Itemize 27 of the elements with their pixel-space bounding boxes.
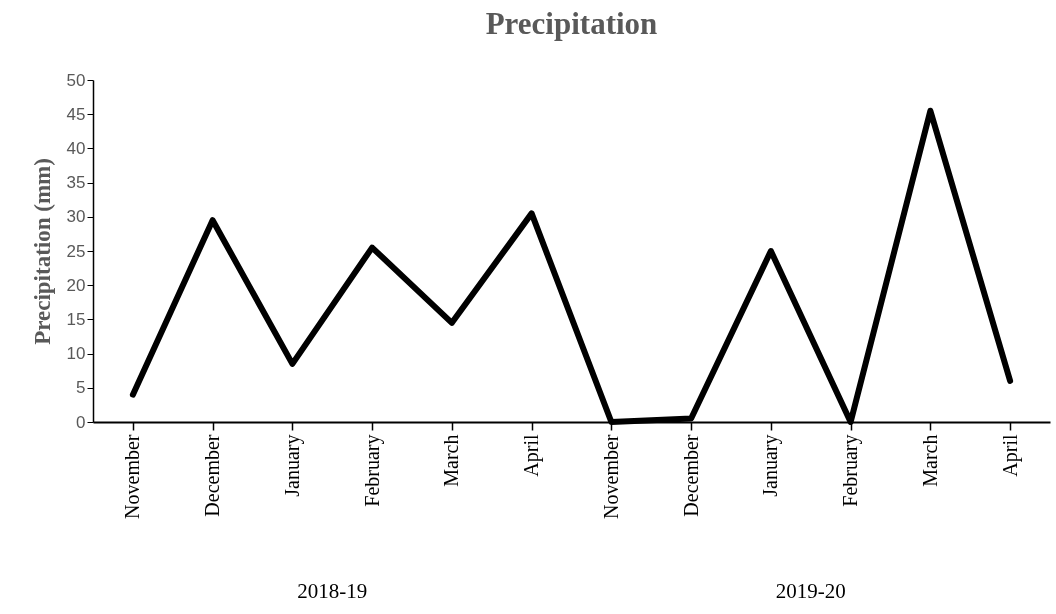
- y-tick-label: 0: [76, 412, 86, 432]
- y-tick-label: 10: [66, 344, 86, 364]
- x-tick-label: April: [520, 434, 544, 477]
- x-tick-label: February: [839, 434, 863, 507]
- y-tick-label: 15: [66, 309, 86, 329]
- y-axis-title: Precipitation (mm): [29, 158, 55, 345]
- x-tick-label: December: [201, 434, 224, 517]
- y-tick-label: 20: [66, 275, 86, 295]
- y-tick-label: 40: [66, 138, 86, 158]
- y-tick-label: 25: [66, 241, 86, 261]
- x-tick-label: January: [280, 434, 304, 497]
- text: 2019-20: [775, 579, 846, 603]
- chart-title: Precipitation: [485, 6, 658, 41]
- x-tick-label: March: [440, 434, 463, 487]
- y-tick-label: 35: [66, 173, 86, 193]
- y-tick-label: 5: [76, 378, 86, 398]
- y-tick-label: 45: [66, 104, 86, 124]
- y-tick-label: 50: [66, 70, 86, 90]
- x-tick-label: February: [360, 434, 384, 507]
- x-tick-label: November: [599, 434, 622, 519]
- y-tick-label: 30: [66, 207, 86, 227]
- x-tick-label: March: [918, 434, 941, 487]
- text: 2018-19: [297, 579, 368, 603]
- x-tick-label: January: [759, 434, 783, 497]
- x-tick-label: April: [998, 434, 1022, 477]
- x-tick-label: November: [121, 434, 144, 519]
- x-tick-label: December: [679, 434, 702, 517]
